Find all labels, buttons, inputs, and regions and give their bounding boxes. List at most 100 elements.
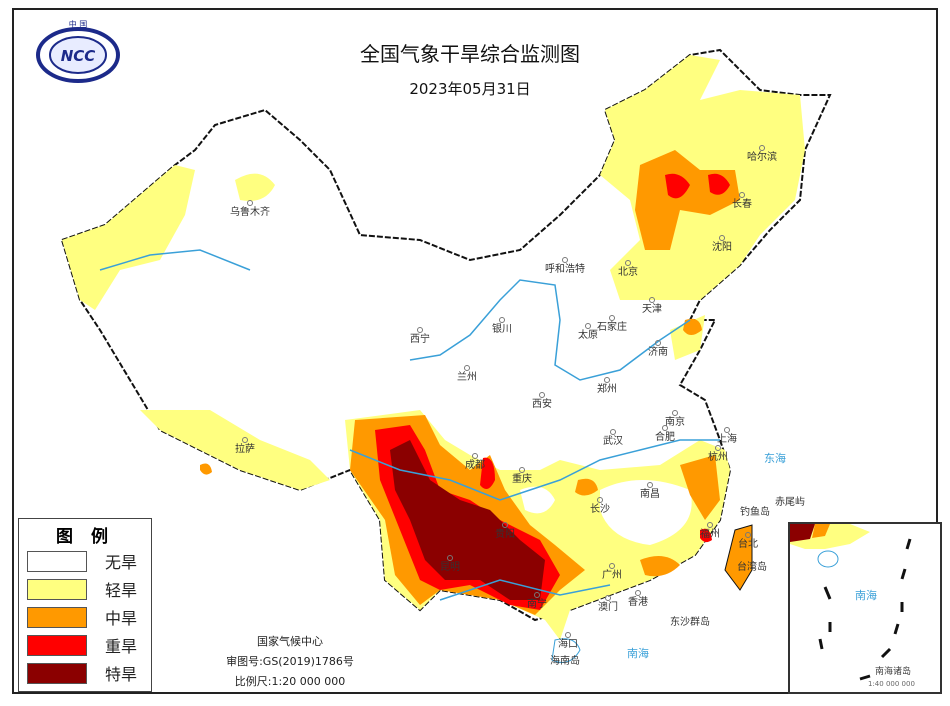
- city-marker: [597, 497, 603, 503]
- city-marker: [499, 317, 505, 323]
- city-label: 合肥: [655, 430, 675, 443]
- city-label: 福州: [700, 527, 720, 540]
- map-date: 2023年05月31日: [409, 80, 531, 98]
- city-label: 南宁: [527, 597, 547, 610]
- legend-item: 轻旱: [27, 575, 151, 603]
- legend-item: 重旱: [27, 631, 151, 659]
- legend-label: 轻旱: [105, 581, 138, 600]
- legend-swatch: [27, 550, 87, 572]
- city-marker: [655, 340, 661, 346]
- city-label: 南京: [665, 415, 685, 428]
- city-marker: [719, 235, 725, 241]
- city-marker: [707, 522, 713, 528]
- city-label: 昆明: [440, 561, 460, 573]
- extreme-drought-areas: [390, 440, 545, 600]
- city-marker: [565, 632, 571, 638]
- legend-title: 图 例: [56, 527, 114, 547]
- city-label: 天津: [642, 303, 662, 315]
- legend-label: 重旱: [105, 637, 138, 656]
- city-marker: [647, 482, 653, 488]
- city-label: 太原: [578, 328, 598, 341]
- map-title: 全国气象干旱综合监测图: [360, 42, 580, 66]
- city-label: 北京: [618, 265, 638, 278]
- city-label: 广州: [602, 569, 622, 581]
- city-marker: [672, 410, 678, 416]
- legend-item: 中旱: [27, 603, 151, 631]
- city-label: 拉萨: [235, 442, 255, 455]
- inset-scale: 1:40 000 000: [868, 680, 915, 688]
- sea-label: 南海: [627, 646, 649, 660]
- city-label: 海口: [558, 637, 578, 650]
- legend-item: 无旱: [27, 547, 151, 575]
- city-marker: [519, 467, 525, 473]
- city-label: 西安: [532, 397, 552, 410]
- city-label: 乌鲁木齐: [230, 205, 270, 218]
- city-label: 济南: [648, 345, 668, 358]
- city-label: 成都: [465, 459, 485, 471]
- rivers: [99, 249, 720, 601]
- city-label: 银川: [492, 322, 512, 335]
- city-marker: [625, 260, 631, 266]
- city-label: 武汉: [603, 434, 623, 447]
- city-marker: [724, 427, 730, 433]
- city-marker: [610, 429, 616, 435]
- city-marker: [502, 522, 508, 528]
- legend-swatch: [27, 634, 87, 656]
- city-label: 台北: [738, 537, 758, 550]
- city-marker: [662, 425, 668, 431]
- city-label: 贵阳: [495, 527, 515, 540]
- city-label: 长春: [732, 198, 752, 210]
- city-marker: [649, 297, 655, 303]
- legend: 图 例 无旱轻旱中旱重旱特旱: [18, 518, 152, 692]
- city-label: 上海: [717, 432, 737, 445]
- city-marker: [562, 257, 568, 263]
- city-label: 重庆: [512, 472, 532, 485]
- city-label: 澳门: [598, 600, 618, 613]
- city-marker: [417, 327, 423, 333]
- city-marker: [585, 323, 591, 329]
- map-frame: [12, 8, 938, 694]
- city-marker: [635, 590, 641, 596]
- city-label: 兰州: [457, 370, 477, 383]
- map-scale: 比例尺:1:20 000 000: [234, 675, 346, 688]
- city-label: 南昌: [640, 487, 660, 500]
- legend-label: 特旱: [105, 665, 138, 684]
- city-label: 长沙: [590, 503, 610, 515]
- city-label: 郑州: [597, 382, 617, 395]
- city-marker: [745, 532, 751, 538]
- legend-label: 中旱: [105, 609, 138, 628]
- ncc-logo: NCC 中 国: [36, 19, 120, 83]
- city-label: 沈阳: [712, 240, 732, 253]
- legend-swatch: [27, 606, 87, 628]
- city-marker: [447, 555, 453, 561]
- legend-swatch: [27, 578, 87, 600]
- approval-number: 审图号:GS(2019)1786号: [226, 655, 354, 668]
- sea-label: 赤尾屿: [775, 496, 805, 508]
- city-label: 香港: [628, 596, 648, 608]
- city-marker: [605, 595, 611, 601]
- city-marker: [472, 453, 478, 459]
- sea-label: 钓鱼岛: [740, 505, 770, 518]
- svg-text:中 国: 中 国: [69, 19, 88, 29]
- city-marker: [242, 437, 248, 443]
- city-label: 呼和浩特: [545, 263, 585, 275]
- svg-text:NCC: NCC: [61, 47, 96, 65]
- legend-item: 特旱: [27, 659, 151, 687]
- city-marker: [539, 392, 545, 398]
- inset-sea-label: 南海: [855, 588, 877, 602]
- sea-label: 台湾岛: [737, 560, 767, 573]
- city-marker: [604, 377, 610, 383]
- sea-label: 东沙群岛: [670, 615, 710, 628]
- city-marker: [247, 200, 253, 206]
- city-label: 哈尔滨: [747, 150, 777, 163]
- city-marker: [759, 145, 765, 151]
- sea-label: 海南岛: [550, 654, 580, 667]
- city-marker: [739, 192, 745, 198]
- legend-label: 无旱: [105, 553, 138, 572]
- legend-swatch: [27, 662, 87, 684]
- south-china-sea-inset: 南海 南海诸岛 1:40 000 000: [788, 522, 942, 694]
- inset-title: 南海诸岛: [875, 665, 911, 677]
